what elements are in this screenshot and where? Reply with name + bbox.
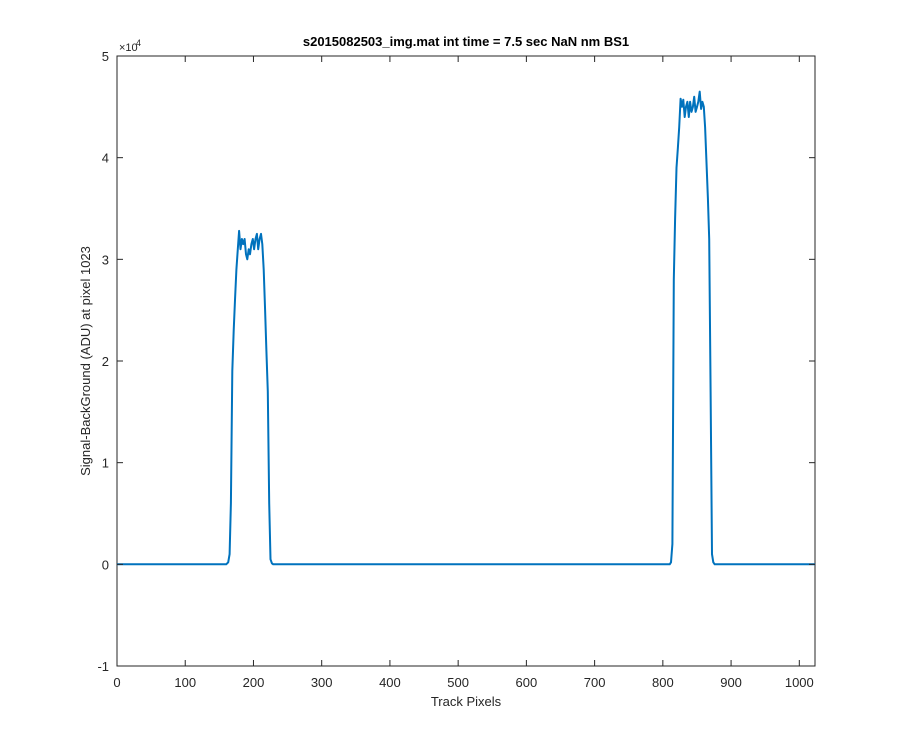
y-tick-label: 4 [102, 151, 109, 166]
x-tick-label: 300 [311, 675, 333, 690]
y-tick-label: 3 [102, 252, 109, 267]
chart-title: s2015082503_img.mat int time = 7.5 sec N… [303, 34, 629, 49]
y-multiplier-base: ×10 [119, 42, 138, 54]
x-tick-label: 600 [516, 675, 538, 690]
plot-area [116, 55, 816, 667]
x-tick-label: 100 [174, 675, 196, 690]
y-tick-label: 1 [102, 456, 109, 471]
x-tick-label: 200 [243, 675, 265, 690]
series-line-0 [117, 90, 815, 566]
x-tick-label: 900 [720, 675, 742, 690]
y-axis-title: Signal-BackGround (ADU) at pixel 1023 [78, 246, 93, 476]
x-axis-title: Track Pixels [431, 694, 502, 709]
x-axis: 0 100 200 300 400 500 600 700 800 900 1000 [113, 56, 814, 690]
x-tick-label: 700 [584, 675, 606, 690]
x-tick-label: 400 [379, 675, 401, 690]
y-tick-label: -1 [97, 659, 109, 674]
y-multiplier-exponent: 4 [136, 38, 141, 48]
y-tick-label: 2 [102, 354, 109, 369]
y-axis: -1 0 1 2 3 4 5 [97, 49, 815, 674]
y-tick-label: 0 [102, 557, 109, 572]
y-tick-label: 5 [102, 49, 109, 64]
x-tick-label: 500 [447, 675, 469, 690]
x-tick-label: 0 [113, 675, 120, 690]
y-axis-multiplier: ×10 4 [119, 38, 141, 54]
x-tick-label: 800 [652, 675, 674, 690]
x-tick-label: 1000 [785, 675, 814, 690]
